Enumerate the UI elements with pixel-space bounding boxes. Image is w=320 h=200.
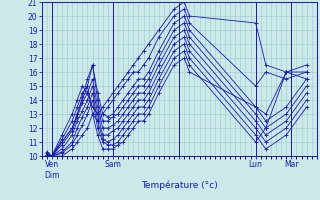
X-axis label: Température (°c): Température (°c) — [141, 181, 218, 190]
